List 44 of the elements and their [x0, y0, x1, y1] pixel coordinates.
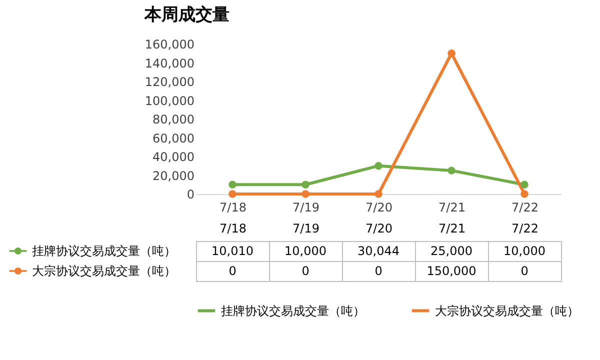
point	[374, 190, 382, 198]
data-label: 25,000	[430, 244, 472, 258]
y-tick-label: 20,000	[152, 168, 194, 183]
legend-label: 挂牌协议交易成交量（吨）	[32, 244, 176, 258]
x-tick-label: 7/18	[220, 200, 246, 214]
legend-label: 大宗协议交易成交量（吨）	[32, 264, 176, 278]
point	[302, 180, 310, 188]
category-label: 7/18	[220, 222, 246, 236]
category-label: 7/20	[366, 222, 392, 236]
data-label: 10,000	[284, 244, 326, 258]
y-tick-label: 100,000	[144, 94, 194, 108]
y-tick-label: 120,000	[144, 75, 194, 89]
data-label: 0	[228, 264, 236, 278]
x-tick-label: 7/22	[512, 200, 538, 214]
category-label: 7/22	[512, 222, 538, 236]
point	[520, 180, 528, 188]
category-label: 7/21	[438, 222, 466, 236]
y-tick-label: 140,000	[144, 56, 194, 70]
y-tick-label: 40,000	[152, 150, 194, 164]
data-label: 10,000	[504, 244, 546, 258]
chart-title: 本周成交量	[143, 5, 230, 25]
data-label: 0	[374, 264, 382, 278]
y-tick-label: 60,000	[152, 131, 194, 146]
point	[448, 166, 456, 174]
point	[228, 180, 236, 188]
y-tick-label: 0	[186, 188, 194, 202]
data-label: 10,010	[212, 244, 254, 258]
text: 挂牌协议交易成交量（吨）	[221, 304, 365, 318]
data-label: 150,000	[426, 264, 476, 278]
point	[374, 162, 382, 170]
y-tick-label: 80,000	[152, 112, 194, 126]
point	[520, 190, 528, 198]
point	[228, 190, 236, 198]
point	[302, 190, 310, 198]
category-label: 7/19	[292, 222, 320, 236]
x-tick-label: 7/19	[292, 200, 320, 214]
data-label: 0	[302, 264, 310, 278]
x-tick-label: 7/21	[438, 200, 466, 214]
y-tick-label: 160,000	[144, 38, 194, 52]
point	[448, 50, 456, 58]
x-tick-label: 7/20	[366, 200, 392, 214]
data-label: 0	[520, 264, 528, 278]
text: 大宗协议交易成交量（吨）	[435, 304, 579, 318]
data-label: 30,044	[358, 244, 400, 258]
